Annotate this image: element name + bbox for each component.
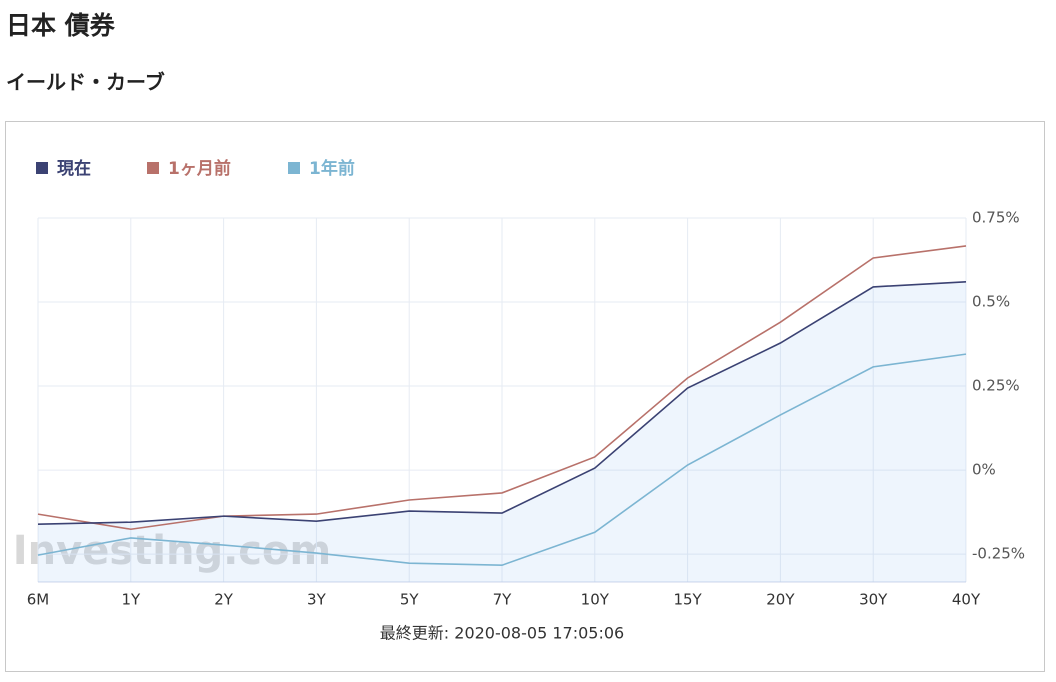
x-tick-label: 5Y	[400, 591, 420, 609]
x-tick-label: 3Y	[307, 591, 327, 609]
watermark: Investing.com	[13, 528, 331, 574]
x-tick-label: 40Y	[952, 591, 981, 609]
series-line	[37, 353, 967, 566]
area	[38, 281, 966, 582]
legend-swatch	[147, 162, 159, 174]
x-tick-label: 1Y	[121, 591, 141, 609]
legend-swatch	[36, 162, 48, 174]
x-tick-label: 6M	[27, 591, 50, 609]
x-tick-label: 20Y	[766, 591, 795, 609]
y-tick-label: 0.5%	[972, 293, 1010, 311]
x-tick-label: 7Y	[493, 591, 513, 609]
series-line	[37, 245, 967, 531]
y-tick-label: 0.25%	[972, 377, 1020, 395]
legend-swatch	[288, 162, 300, 174]
legend-label: 現在	[57, 158, 91, 179]
x-tick-label: 10Y	[581, 591, 610, 609]
chart-frame	[5, 121, 1045, 672]
y-tick-label: 0%	[972, 461, 996, 479]
y-tick-label: -0.25%	[972, 545, 1025, 563]
legend-label: 1年前	[309, 158, 355, 179]
x-tick-label: 30Y	[859, 591, 888, 609]
footnote: 最終更新: 2020-08-05 17:05:06	[380, 624, 624, 643]
section-title: イールド・カーブ	[6, 70, 165, 94]
legend-label: 1ヶ月前	[168, 158, 231, 179]
x-tick-label: 15Y	[673, 591, 702, 609]
page-title: 日本 債券	[6, 11, 115, 40]
y-tick-label: 0.75%	[972, 209, 1020, 227]
plot-area	[37, 217, 967, 583]
series-line	[37, 281, 967, 525]
x-tick-label: 2Y	[214, 591, 234, 609]
